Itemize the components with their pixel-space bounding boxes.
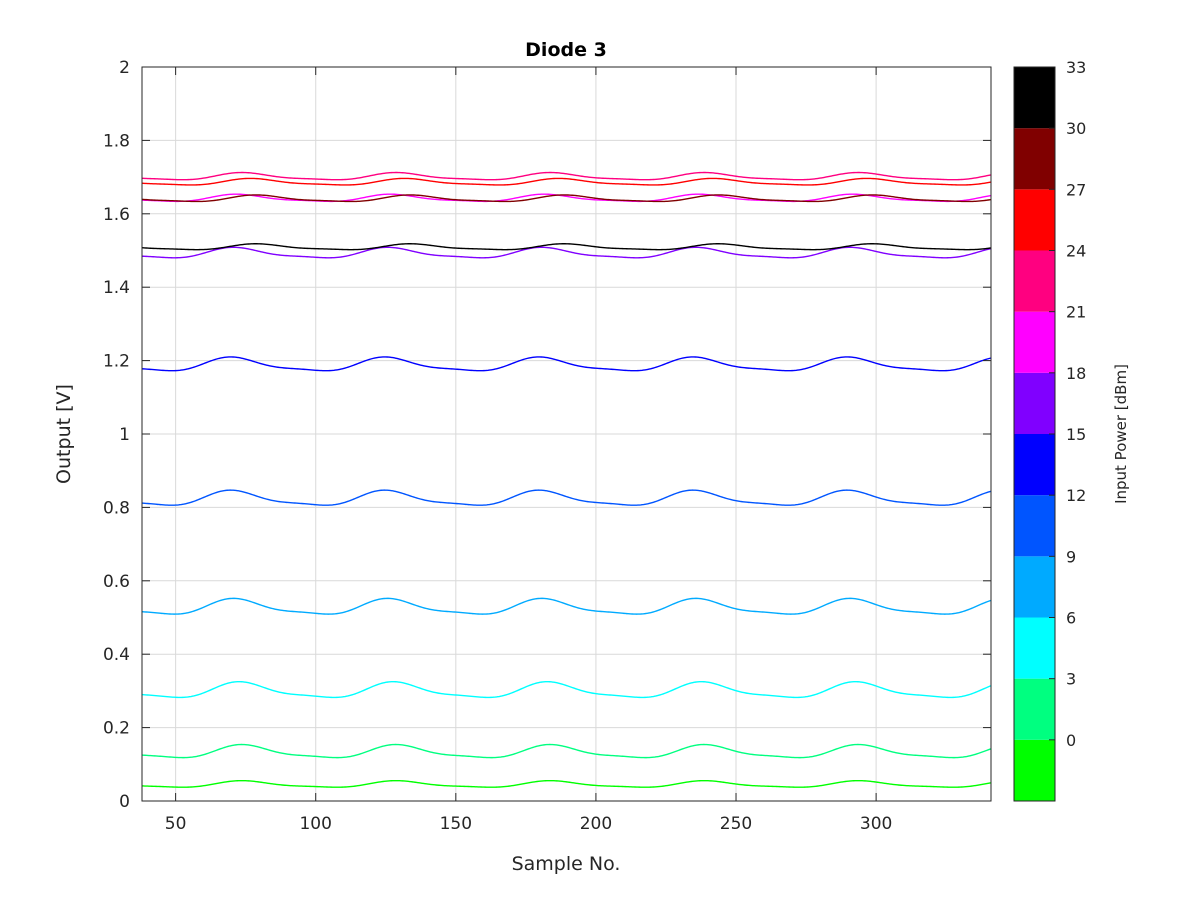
plot-frame [141,66,992,802]
y-tick-label: 2 [119,58,130,78]
series-line [141,356,992,372]
colorbar-tick-label: 9 [1066,547,1076,566]
y-tick-label: 0.2 [103,719,130,739]
series-line [141,246,992,259]
x-tick-labels: 50 100 150 200 250 300 [165,814,893,834]
colorbar-segment [1014,250,1055,312]
y-tick-label: 0.8 [103,498,130,518]
x-tick-label: 200 [580,814,612,834]
grid-lines [142,67,991,801]
colorbar-tick-label: 15 [1066,425,1086,444]
series-line [141,194,992,203]
colorbar-segment [1014,617,1055,679]
colorbar-tick-label: 18 [1066,364,1086,383]
x-tick-label: 300 [860,814,892,834]
colorbar-segment [1014,556,1055,618]
y-tick-labels: 0 0.2 0.4 0.6 0.8 1 1.2 1.4 1.6 1.8 2 [103,58,130,812]
y-axis-label: Output [V] [53,384,75,484]
y-tick-label: 1.8 [103,131,130,151]
colorbar-tick-label: 3 [1066,670,1076,689]
series-lines [141,171,992,788]
colorbar-tick-label: 24 [1066,242,1086,261]
colorbar-segment [1014,739,1055,801]
colorbar-tick-label: 33 [1066,58,1086,77]
colorbar [1014,67,1055,801]
y-tick-label: 1.4 [103,278,130,298]
series-line [141,171,992,181]
colorbar-segment [1014,128,1055,190]
x-tick-label: 50 [165,814,187,834]
colorbar-tick-labels: 0 3 6 9 12 15 18 21 24 27 30 33 [1049,58,1086,750]
colorbar-segment [1014,372,1055,434]
colorbar-tick-label: 27 [1066,180,1086,199]
y-tick-label: 1.6 [103,205,130,225]
series-line [141,243,992,251]
colorbar-tick-label: 6 [1066,609,1076,628]
colorbar-segment [1014,434,1055,496]
series-line [141,743,992,759]
colorbar-tick-label: 12 [1066,486,1086,505]
colorbar-segment [1014,678,1055,740]
chart-title: Diode 3 [525,39,607,61]
series-line [141,680,992,699]
series-line [141,597,992,615]
colorbar-tick-label: 0 [1066,731,1076,750]
x-tick-label: 100 [299,814,331,834]
colorbar-tick-label: 21 [1066,303,1086,322]
y-tick-label: 1.2 [103,352,130,372]
x-tick-label: 150 [440,814,472,834]
series-line [141,779,992,788]
y-tick-label: 1 [119,425,130,445]
x-tick-label: 250 [720,814,752,834]
series-line [141,177,992,186]
colorbar-segment [1014,67,1055,129]
colorbar-segment [1014,189,1055,251]
colorbar-segment [1014,495,1055,557]
y-tick-label: 0 [119,792,130,812]
series-line [141,193,992,203]
y-tick-label: 0.4 [103,645,130,665]
x-axis-label: Sample No. [512,853,621,875]
colorbar-label: Input Power [dBm] [1112,364,1130,504]
series-line [141,489,992,506]
colorbar-segment [1014,311,1055,373]
y-tick-label: 0.6 [103,572,130,592]
colorbar-tick-label: 30 [1066,119,1086,138]
